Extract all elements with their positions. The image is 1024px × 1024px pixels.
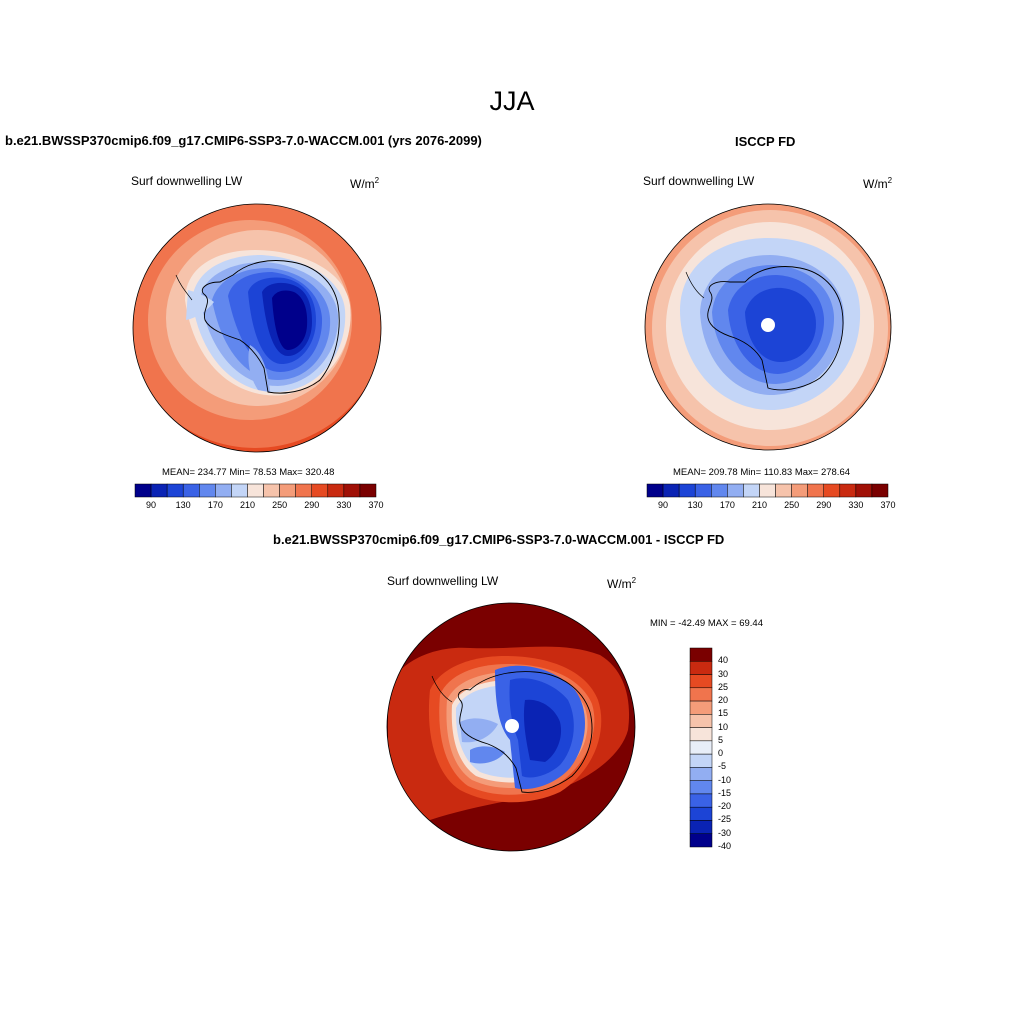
obs-colorbar-tick-label: 170: [719, 500, 735, 510]
obs-colorbar-tick-label: 250: [784, 500, 800, 510]
obs-colorbar-segment: [871, 483, 889, 498]
diff-colorbar-tick-label: -40: [718, 841, 732, 851]
obs-units: W/m2: [863, 176, 893, 191]
diff-colorbar-tick-label: 25: [718, 681, 729, 692]
obs-colorbar-segment: [711, 483, 728, 498]
obs-colorbar-segment: [807, 483, 824, 498]
diff-colorbar-segment: [689, 700, 713, 715]
model-colorbar-tick-label: 250: [272, 500, 288, 510]
model-colorbar: [134, 483, 377, 498]
obs-colorbar-segment: [646, 483, 664, 498]
diff-colorbar-tick-label: -5: [718, 761, 727, 772]
obs-colorbar: [646, 483, 889, 498]
obs-colorbar-tick-label: 210: [751, 500, 767, 510]
obs-colorbar-segment: [759, 483, 776, 498]
obs-colorbar-tick-label: 290: [816, 500, 832, 510]
model-colorbar-segment: [327, 483, 345, 498]
model-colorbar-tick-label: 130: [175, 500, 191, 510]
model-colorbar-segment: [343, 483, 361, 498]
diff-colorbar-segment: [689, 753, 713, 768]
obs-colorbar-segment: [775, 483, 792, 498]
diff-colorbar-segment: [689, 820, 713, 834]
model-colorbar-tick-label: 90: [146, 500, 157, 510]
model-polar-map: [132, 203, 382, 453]
model-colorbar-segment: [247, 483, 264, 498]
obs-colorbar-tick-label: 370: [880, 500, 896, 510]
model-colorbar-segment: [279, 483, 296, 498]
main-title: JJA: [489, 86, 535, 116]
diff-colorbar-segment: [689, 727, 713, 742]
model-colorbar-segment: [134, 483, 152, 498]
obs-colorbar-segment: [791, 483, 808, 498]
diff-polar-map: [386, 602, 636, 852]
model-colorbar-segment: [359, 483, 377, 498]
diff-panel-title: b.e21.BWSSP370cmip6.f09_g17.CMIP6-SSP3-7…: [273, 532, 725, 547]
diff-colorbar-segment: [689, 687, 713, 702]
diff-colorbar: [689, 647, 713, 848]
model-colorbar-segment: [199, 483, 216, 498]
obs-colorbar-segment: [855, 483, 873, 498]
model-colorbar-tick-label: 370: [368, 500, 384, 510]
obs-colorbar-segment: [727, 483, 744, 498]
diff-colorbar-segment: [689, 674, 713, 689]
diff-colorbar-tick-label: 10: [718, 721, 729, 732]
obs-colorbar-segment: [823, 483, 841, 498]
model-colorbar-segment: [182, 483, 200, 498]
model-colorbar-segment: [215, 483, 232, 498]
model-colorbar-tick-label: 210: [239, 500, 255, 510]
diff-colorbar-tick-label: -25: [718, 814, 732, 825]
diff-colorbar-tick-label: 30: [718, 668, 729, 679]
diff-colorbar-tick-label: -10: [718, 774, 732, 785]
model-colorbar-segment: [311, 483, 329, 498]
diff-colorbar-segment: [689, 661, 713, 675]
obs-colorbar-segment: [743, 483, 760, 498]
diff-colorbar-segment: [689, 793, 713, 808]
diff-colorbar-segment: [689, 714, 713, 728]
diff-colorbar-tick-label: -30: [718, 827, 732, 838]
model-colorbar-tick-label: 330: [336, 500, 352, 510]
model-colorbar-segment: [263, 483, 280, 498]
model-colorbar-segment: [231, 483, 248, 498]
obs-polar-map: [644, 203, 892, 451]
model-colorbar-segment: [150, 483, 168, 498]
diff-colorbar-segment: [689, 647, 713, 662]
diff-colorbar-segment: [689, 806, 713, 821]
obs-colorbar-segment: [694, 483, 712, 498]
diff-colorbar-tick-label: -15: [718, 787, 732, 798]
diff-colorbar-tick-label: 20: [718, 695, 729, 706]
diff-variable-label: Surf downwelling LW: [387, 574, 499, 588]
model-variable-label: Surf downwelling LW: [131, 174, 243, 188]
obs-colorbar-tick-label: 330: [848, 500, 864, 510]
model-colorbar-segment: [166, 483, 184, 498]
diff-colorbar-segment: [689, 740, 713, 755]
model-colorbar-segment: [295, 483, 312, 498]
obs-colorbar-segment: [678, 483, 696, 498]
model-panel-title: b.e21.BWSSP370cmip6.f09_g17.CMIP6-SSP3-7…: [5, 133, 482, 148]
diff-colorbar-tick-label: 5: [718, 734, 724, 745]
diff-colorbar-tick-label: -20: [718, 801, 732, 812]
model-stats: MEAN= 234.77 Min= 78.53 Max= 320.48: [162, 467, 335, 478]
obs-variable-label: Surf downwelling LW: [643, 174, 755, 188]
obs-colorbar-segment: [662, 483, 680, 498]
diff-colorbar-tick-label: 40: [718, 655, 729, 666]
obs-panel-title: ISCCP FD: [735, 134, 796, 149]
diff-colorbar-segment: [689, 780, 713, 795]
obs-colorbar-tick-label: 90: [658, 500, 669, 510]
diff-colorbar-segment: [689, 767, 713, 781]
diff-colorbar-tick-label: 0: [718, 748, 724, 759]
obs-colorbar-tick-label: 130: [687, 500, 703, 510]
diff-stats: MIN = -42.49 MAX = 69.44: [650, 618, 764, 629]
model-colorbar-tick-label: 170: [207, 500, 223, 510]
obs-colorbar-segment: [839, 483, 857, 498]
diff-colorbar-segment: [689, 833, 713, 848]
diff-colorbar-tick-label: 15: [718, 708, 729, 719]
model-colorbar-tick-label: 290: [304, 500, 320, 510]
obs-stats: MEAN= 209.78 Min= 110.83 Max= 278.64: [673, 467, 851, 478]
model-units: W/m2: [350, 176, 380, 191]
diff-units: W/m2: [607, 576, 637, 591]
